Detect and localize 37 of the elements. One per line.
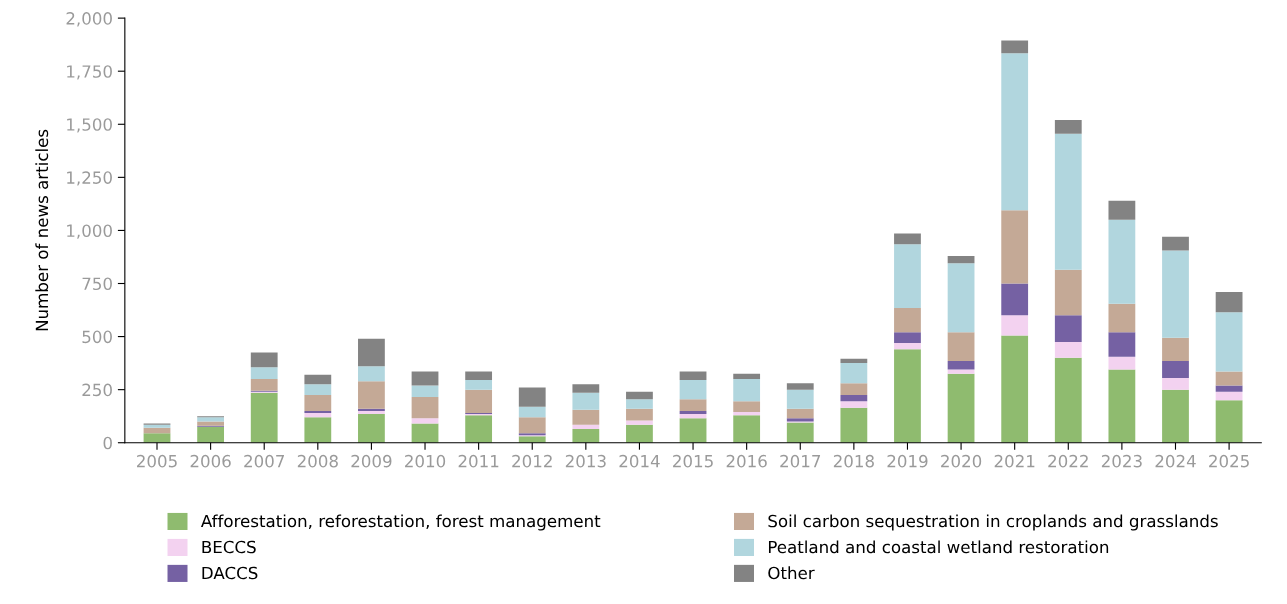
x-tick-label: 2006 [190, 454, 231, 468]
x-tick-label: 2015 [673, 454, 713, 468]
legend-label: BECCS [202, 540, 256, 554]
y-tick-label: 1,000 [67, 224, 112, 239]
y-axis-title: Number of news articles [35, 129, 49, 331]
y-tick-label: 250 [82, 383, 112, 397]
legend-label: DACCS [202, 566, 258, 580]
y-tick-label: 1,750 [67, 65, 112, 80]
legend-label: Peatland and coastal wetland restoration [768, 540, 1109, 554]
x-tick-label: 2005 [137, 454, 177, 468]
y-tick-label: 2,000 [66, 12, 112, 27]
x-tick-label: 2021 [994, 454, 1035, 468]
y-tick-label: 750 [82, 277, 112, 291]
x-tick-label: 2023 [1101, 454, 1142, 468]
x-tick-label: 2019 [887, 454, 928, 468]
x-tick-label: 2025 [1209, 454, 1249, 468]
x-tick-label: 2022 [1048, 454, 1088, 468]
x-tick-label: 2014 [619, 454, 660, 468]
x-tick-label: 2012 [512, 454, 552, 468]
y-tick-label: 0 [103, 436, 112, 450]
x-tick-label: 2009 [351, 454, 392, 468]
x-tick-label: 2010 [405, 454, 446, 468]
legend-label: Soil carbon sequestration in croplands and grasslands [768, 514, 1218, 531]
y-tick-label: 1,250 [67, 171, 112, 186]
x-tick-label: 2017 [780, 454, 821, 468]
x-tick-label: 2008 [297, 454, 338, 468]
x-tick-label: 2011 [458, 454, 499, 468]
x-tick-label: 2018 [833, 454, 874, 468]
x-tick-label: 2007 [244, 454, 284, 468]
legend-label: Other [768, 566, 815, 580]
x-tick-label: 2024 [1155, 454, 1196, 468]
x-tick-label: 2016 [726, 454, 767, 468]
legend-label: Afforestation, reforestation, forest management [200, 514, 601, 531]
x-tick-label: 2020 [941, 454, 982, 468]
x-tick-label: 2013 [565, 454, 606, 468]
y-tick-label: 500 [82, 330, 112, 344]
y-tick-label: 1,500 [67, 118, 112, 133]
